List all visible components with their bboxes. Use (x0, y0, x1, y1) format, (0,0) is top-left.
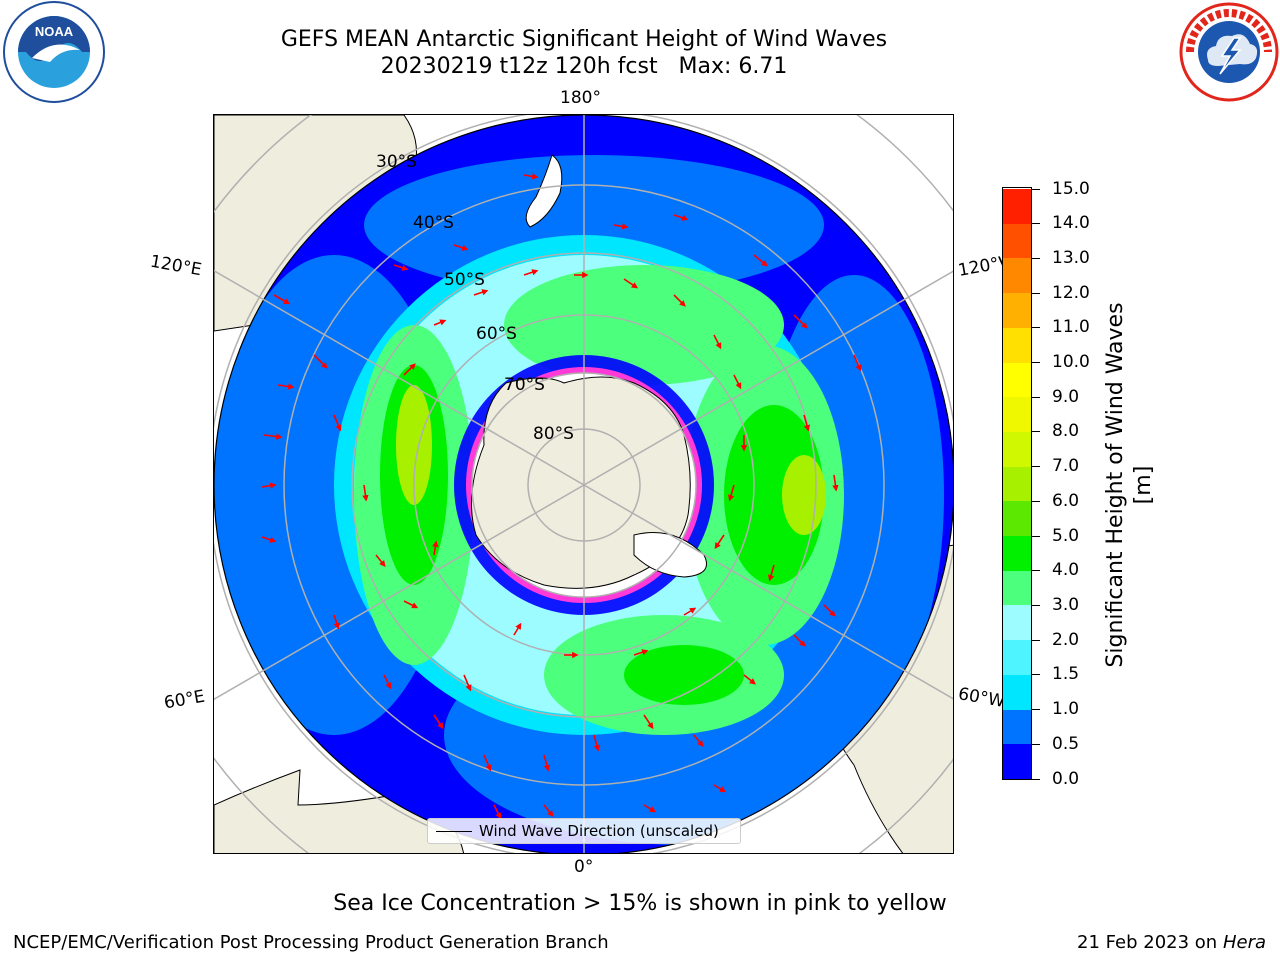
colorbar-label: Significant Height of Wind Waves [m] (1103, 302, 1156, 668)
wind-wave-arrows (261, 173, 862, 820)
colorbar-tick-label: 1.0 (1052, 699, 1080, 720)
colorbar-segment (1003, 743, 1031, 779)
footer-host: Hera (1222, 932, 1266, 953)
colorbar-tick (1032, 639, 1040, 641)
colorbar-segment (1003, 639, 1031, 675)
colorbar-segment (1003, 604, 1031, 641)
colorbar-tick (1032, 362, 1040, 364)
sea-ice-caption: Sea Ice Concentration > 15% is shown in … (333, 891, 947, 916)
lat-label-40s: 40°S (413, 213, 454, 233)
nws-logo (1179, 2, 1279, 102)
colorbar-tick-label: 0.0 (1052, 768, 1080, 789)
colorbar-tick-label: 12.0 (1052, 282, 1090, 303)
colorbar-tick-label: 9.0 (1052, 386, 1080, 407)
colorbar-segment (1003, 466, 1031, 502)
colorbar-segment (1003, 327, 1031, 363)
colorbar-segment (1003, 223, 1031, 259)
colorbar-tick (1032, 396, 1040, 398)
colorbar-tick-label: 8.0 (1052, 421, 1080, 442)
lon-label-60w: 60°W (956, 684, 1007, 712)
graticule (214, 115, 953, 853)
lon-label-120e: 120°E (148, 251, 204, 281)
colorbar-segment (1003, 292, 1031, 328)
lat-label-70s: 70°S (504, 375, 545, 395)
colorbar-tick (1032, 604, 1040, 606)
noaa-logo-text: NOAA (35, 24, 74, 39)
colorbar (1002, 187, 1032, 780)
colorbar-tick-label: 5.0 (1052, 525, 1080, 546)
colorbar-segment (1003, 431, 1031, 467)
colorbar-tick (1032, 674, 1040, 676)
lon-label-0: 0° (574, 857, 594, 877)
legend-label: Wind Wave Direction (unscaled) (479, 822, 719, 840)
colorbar-segment (1003, 500, 1031, 537)
colorbar-tick-label: 15.0 (1052, 178, 1090, 199)
colorbar-tick-label: 3.0 (1052, 594, 1080, 615)
colorbar-tick (1032, 570, 1040, 572)
map-legend: Wind Wave Direction (unscaled) (427, 818, 741, 844)
colorbar-tick-label: 4.0 (1052, 560, 1080, 581)
colorbar-tick (1032, 431, 1040, 433)
colorbar-tick (1032, 188, 1040, 190)
land-new-zealand (525, 154, 563, 228)
legend-line-swatch (436, 831, 472, 832)
chart-title: GEFS MEAN Antarctic Significant Height o… (280, 27, 888, 52)
colorbar-segment (1003, 257, 1031, 294)
chart-subtitle: 20230219 t12z 120h fcst Max: 6.71 (380, 54, 788, 79)
colorbar-tick (1032, 500, 1040, 502)
colorbar-tick (1032, 466, 1040, 468)
colorbar-tick-label: 2.0 (1052, 629, 1080, 650)
colorbar-tick (1032, 327, 1040, 329)
footer-date: 21 Feb 2023 on Hera (1077, 932, 1266, 953)
map-panel (213, 114, 954, 854)
lat-label-50s: 50°S (444, 270, 485, 290)
colorbar-segment (1003, 535, 1031, 571)
noaa-logo: NOAA (3, 1, 105, 103)
colorbar-tick-label: 11.0 (1052, 317, 1090, 338)
colorbar-tick (1032, 223, 1040, 225)
footer-credit: NCEP/EMC/Verification Post Processing Pr… (13, 932, 609, 953)
colorbar-segment (1003, 674, 1031, 710)
colorbar-segment (1003, 188, 1031, 224)
colorbar-tick-label: 7.0 (1052, 456, 1080, 477)
colorbar-tick-label: 10.0 (1052, 352, 1090, 373)
lon-label-180: 180° (560, 88, 601, 108)
colorbar-tick (1032, 778, 1040, 780)
antarctic-map (214, 115, 953, 853)
colorbar-tick-label: 0.5 (1052, 733, 1080, 754)
colorbar-tick-label: 1.5 (1052, 664, 1080, 685)
colorbar-tick (1032, 743, 1040, 745)
colorbar-tick-label: 13.0 (1052, 247, 1090, 268)
colorbar-segment (1003, 570, 1031, 606)
colorbar-segment (1003, 362, 1031, 398)
colorbar-tick-label: 6.0 (1052, 490, 1080, 511)
colorbar-tick-label: 14.0 (1052, 213, 1090, 234)
lat-label-80s: 80°S (533, 424, 574, 444)
colorbar-tick (1032, 535, 1040, 537)
colorbar-segment (1003, 709, 1031, 745)
lat-label-30s: 30°S (376, 152, 417, 172)
lon-label-60e: 60°E (162, 686, 207, 714)
colorbar-tick (1032, 709, 1040, 711)
colorbar-tick (1032, 257, 1040, 259)
footer-date-text: 21 Feb 2023 on (1077, 932, 1218, 953)
colorbar-tick (1032, 292, 1040, 294)
colorbar-segment (1003, 396, 1031, 432)
lat-label-60s: 60°S (476, 324, 517, 344)
